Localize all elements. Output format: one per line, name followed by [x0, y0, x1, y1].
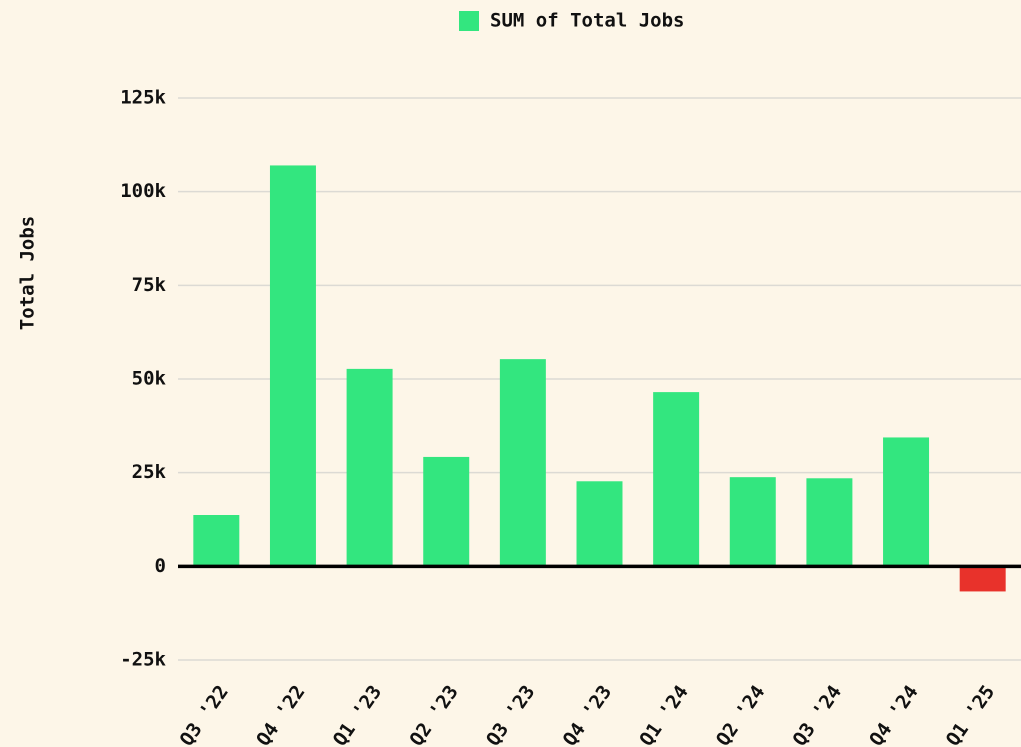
bar: [193, 515, 240, 567]
bar: [883, 437, 930, 567]
y-tick-label: 25k: [132, 461, 167, 483]
bar: [653, 392, 700, 567]
bar: [423, 456, 470, 567]
y-tick-label: 75k: [132, 274, 167, 296]
y-tick-label: -25k: [120, 649, 166, 671]
bar: [729, 477, 776, 567]
y-tick-label: 0: [155, 555, 166, 577]
y-tick-label: 100k: [120, 180, 166, 202]
bar: [499, 359, 546, 567]
legend-label: SUM of Total Jobs: [490, 10, 684, 32]
bar: [269, 165, 316, 567]
y-axis-label: Total Jobs: [17, 216, 39, 330]
y-tick-label: 125k: [120, 87, 166, 109]
bar: [806, 478, 853, 567]
bar: [959, 566, 1006, 592]
bar: [346, 368, 393, 567]
bar: [576, 481, 623, 567]
y-tick-label: 50k: [132, 368, 167, 390]
legend-swatch: [459, 11, 479, 31]
